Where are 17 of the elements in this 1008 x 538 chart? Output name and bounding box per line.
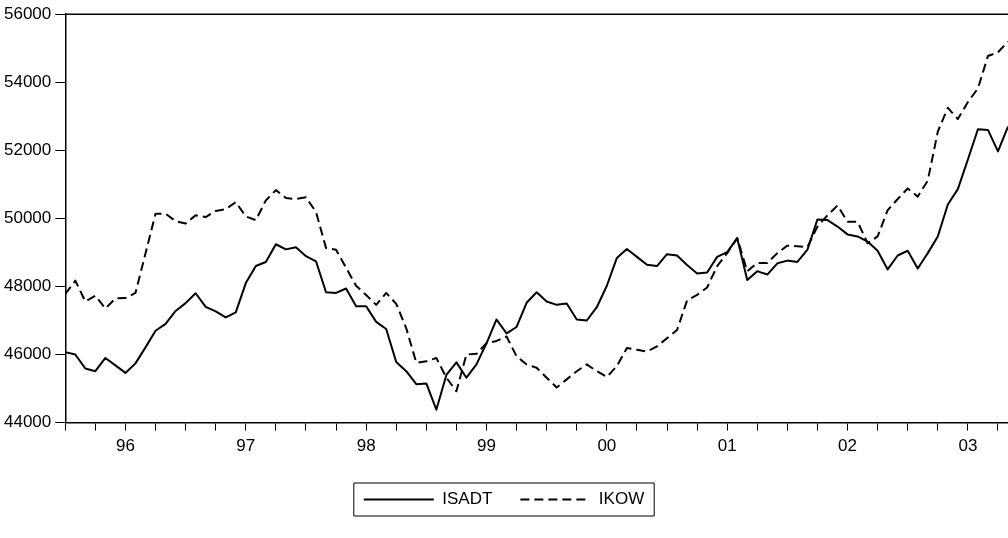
y-tick-label: 50000 [3,208,52,228]
x-tick-label: 00 [597,436,617,456]
legend-label: ISADT [442,489,493,509]
y-tick-label: 44000 [3,412,52,432]
x-tick-label: 03 [958,436,978,456]
y-tick-label: 56000 [3,3,52,23]
y-tick-label: 54000 [3,71,52,91]
x-tick-label: 98 [356,436,376,456]
y-tick-label: 48000 [3,276,52,296]
x-tick-label: 99 [477,436,496,456]
x-tick-label: 02 [838,436,857,456]
x-tick-label: 97 [236,436,256,456]
y-tick-label: 52000 [3,140,52,160]
x-tick-label: 96 [115,436,135,456]
x-tick-label: 01 [717,436,737,456]
y-tick-label: 46000 [3,344,52,364]
legend-label: IKOW [598,489,645,509]
